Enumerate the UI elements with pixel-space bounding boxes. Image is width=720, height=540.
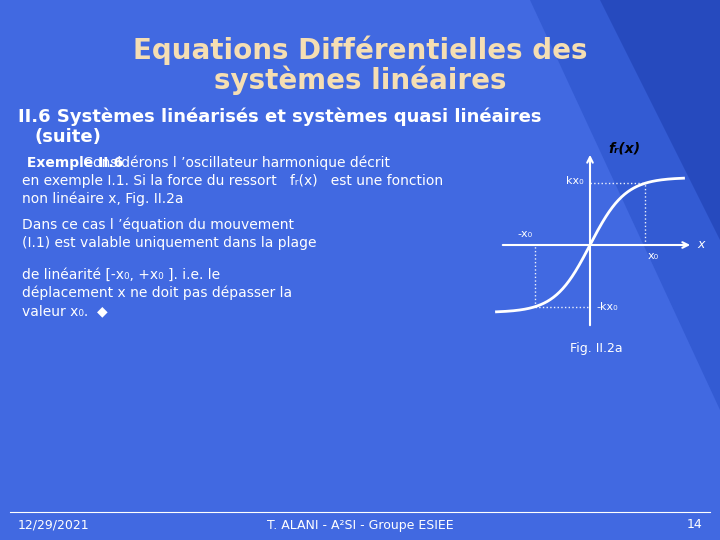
Text: x₀: x₀ — [647, 251, 658, 261]
Text: Exemple II.6: Exemple II.6 — [22, 156, 123, 170]
Text: 12/29/2021: 12/29/2021 — [18, 518, 89, 531]
Text: 14: 14 — [686, 518, 702, 531]
Text: -x₀: -x₀ — [518, 229, 533, 239]
Text: T. ALANI - A²SI - Groupe ESIEE: T. ALANI - A²SI - Groupe ESIEE — [266, 518, 454, 531]
Text: non linéaire x, Fig. II.2a: non linéaire x, Fig. II.2a — [22, 192, 184, 206]
Text: de linéarité [-x₀, +x₀ ]. i.e. le: de linéarité [-x₀, +x₀ ]. i.e. le — [22, 268, 220, 282]
Text: valeur x₀.  ◆: valeur x₀. ◆ — [22, 304, 107, 318]
Text: (suite): (suite) — [35, 128, 102, 146]
Text: kx₀: kx₀ — [567, 176, 584, 186]
Text: systèmes linéaires: systèmes linéaires — [214, 65, 506, 94]
Text: en exemple I.1. Si la force du ressort   fᵣ(x)   est une fonction: en exemple I.1. Si la force du ressort f… — [22, 174, 443, 188]
Text: Considérons l ’oscillateur harmonique décrit: Considérons l ’oscillateur harmonique dé… — [22, 156, 390, 170]
Text: fᵣ(x): fᵣ(x) — [608, 141, 640, 155]
Text: Equations Différentielles des: Equations Différentielles des — [132, 35, 588, 65]
Text: déplacement x ne doit pas dépasser la: déplacement x ne doit pas dépasser la — [22, 286, 292, 300]
Text: Fig. II.2a: Fig. II.2a — [570, 342, 623, 355]
Polygon shape — [530, 0, 720, 410]
Polygon shape — [600, 0, 720, 240]
Text: x: x — [697, 239, 704, 252]
Text: (I.1) est valable uniquement dans la plage: (I.1) est valable uniquement dans la pla… — [22, 236, 317, 250]
Text: Dans ce cas l ’équation du mouvement: Dans ce cas l ’équation du mouvement — [22, 218, 294, 232]
Text: -kx₀: -kx₀ — [596, 302, 618, 312]
Text: II.6 Systèmes linéarisés et systèmes quasi linéaires: II.6 Systèmes linéarisés et systèmes qua… — [18, 108, 541, 126]
